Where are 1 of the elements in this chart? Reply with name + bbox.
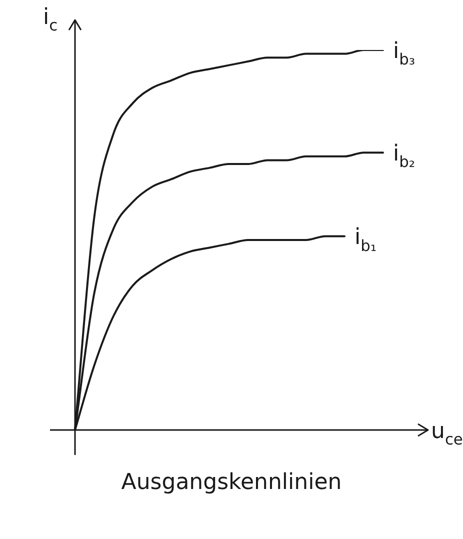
- text: Ausgangskennlinien: [120, 470, 343, 495]
